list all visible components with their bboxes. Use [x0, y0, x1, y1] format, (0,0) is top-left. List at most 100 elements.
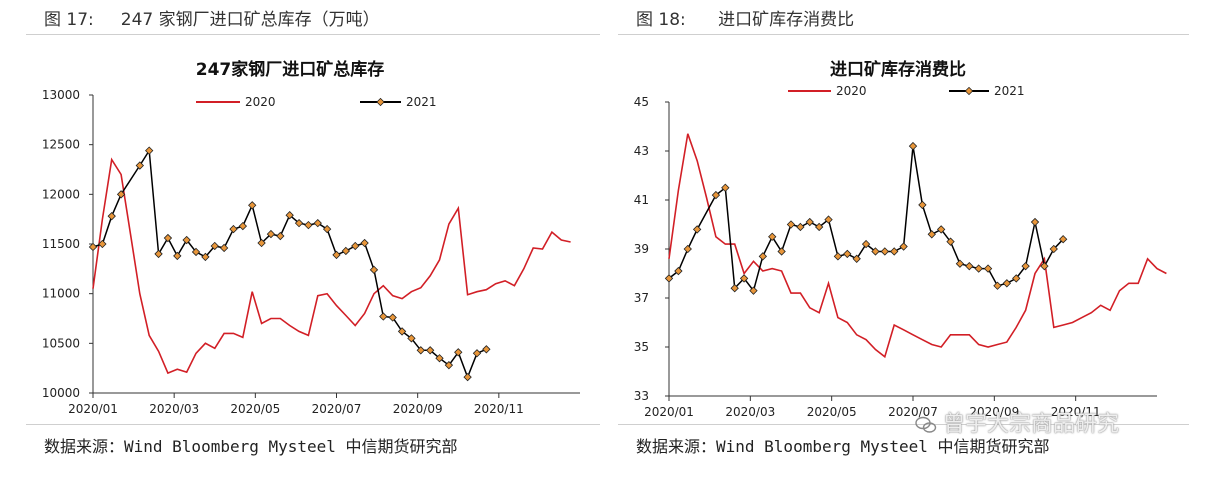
- data-point: [786, 220, 796, 229]
- data-source-note: 数据来源：Wind Bloomberg Mysteel 中信期货研究部: [636, 437, 1050, 456]
- data-point: [711, 190, 721, 200]
- data-point: [833, 252, 843, 261]
- data-point: [936, 225, 946, 234]
- y-tick-label: 39: [634, 242, 649, 256]
- data-point: [322, 224, 332, 234]
- data-point: [1012, 274, 1021, 283]
- figure-17: 图 17: 247 家钢厂进口矿总库存（万吨） 247家钢厂进口矿总库存 100…: [0, 0, 600, 477]
- data-point: [379, 312, 388, 321]
- caption-divider: [618, 34, 1189, 35]
- data-point: [454, 348, 463, 357]
- data-point: [173, 251, 182, 261]
- inventory-consumption-ratio-chart: 33 35 37 39 41 43 45 2020/01 2020/03 2020/05 2020/…: [634, 84, 1167, 419]
- x-tick-label: 2020/11: [474, 402, 524, 416]
- data-point: [965, 261, 974, 271]
- data-point: [1021, 261, 1030, 271]
- data-point: [210, 241, 219, 251]
- figure-caption: 图 17: 247 家钢厂进口矿总库存（万吨）: [44, 10, 380, 30]
- watermark: 曾宇大宗商品研究: [915, 406, 1119, 438]
- data-point: [98, 239, 107, 249]
- data-point: [472, 349, 482, 358]
- data-point: [229, 224, 238, 234]
- data-point: [182, 235, 191, 245]
- y-tick-label: 41: [634, 193, 649, 207]
- y-tick-label: 12000: [42, 187, 80, 201]
- series-line-2021: [92, 148, 487, 380]
- data-point: [201, 252, 210, 262]
- data-point: [1049, 244, 1058, 254]
- legend-label-2021: 2021: [994, 84, 1025, 98]
- legend-label-2020: 2020: [245, 95, 276, 109]
- legend-marker: [376, 97, 385, 107]
- x-tick-label: 2020/01: [644, 405, 694, 419]
- data-point: [749, 286, 758, 295]
- data-point: [154, 249, 163, 259]
- data-point: [880, 247, 890, 256]
- y-tick-label: 37: [634, 291, 649, 305]
- data-point: [871, 247, 880, 256]
- data-point: [313, 218, 322, 228]
- legend-label-2021: 2021: [406, 95, 437, 109]
- x-tick-label: 2020/09: [393, 402, 443, 416]
- data-point: [294, 218, 304, 228]
- series-line-2020: [92, 157, 571, 375]
- data-point: [824, 215, 833, 224]
- y-tick-label: 35: [634, 340, 649, 354]
- data-point: [721, 183, 730, 192]
- inventory-chart: 10000 10500 11000 11500 12000 12500 13000 2020/…: [42, 88, 580, 416]
- y-tick-label: 33: [634, 389, 649, 403]
- y-tick-label: 10000: [42, 386, 80, 400]
- data-point: [683, 244, 692, 254]
- data-point: [369, 265, 379, 274]
- data-point: [1058, 235, 1068, 244]
- data-point: [416, 346, 425, 355]
- data-point: [814, 222, 824, 232]
- x-tick-label: 2020/11: [1051, 405, 1101, 419]
- data-point: [768, 232, 777, 241]
- data-point: [191, 247, 201, 257]
- legend-label-2020: 2020: [836, 84, 867, 98]
- y-tick-label: 43: [634, 144, 649, 158]
- data-point: [435, 354, 444, 363]
- data-point: [946, 237, 955, 246]
- legend-marker: [964, 86, 974, 96]
- figure-18: 图 18: 进口矿库存消费比 进口矿库存消费比 33 35 37 39 41 43 45 20…: [618, 0, 1221, 477]
- data-point: [993, 281, 1002, 290]
- x-tick-label: 2020/01: [68, 402, 118, 416]
- figure-caption: 图 18: 进口矿库存消费比: [636, 10, 855, 30]
- x-tick-label: 2020/09: [969, 405, 1019, 419]
- data-point: [285, 211, 294, 220]
- data-point: [843, 249, 852, 259]
- data-point: [107, 212, 116, 221]
- data-point: [425, 346, 435, 355]
- source-divider: [26, 424, 600, 425]
- chart-title: 247家钢厂进口矿总库存: [195, 60, 385, 80]
- data-point: [257, 238, 266, 248]
- data-point: [777, 247, 786, 256]
- data-point: [304, 220, 313, 230]
- data-point: [1040, 261, 1049, 271]
- data-point: [805, 217, 814, 227]
- data-point: [116, 190, 126, 199]
- chart-title: 进口矿库存消费比: [830, 60, 966, 80]
- wechat-icon: [915, 416, 937, 433]
- y-tick-label: 11000: [42, 287, 80, 301]
- data-source-note: 数据来源：Wind Bloomberg Mysteel 中信期货研究部: [44, 437, 458, 456]
- data-point: [238, 221, 248, 231]
- data-point: [341, 246, 351, 256]
- data-point: [927, 230, 936, 239]
- data-point: [664, 274, 674, 283]
- data-point: [463, 372, 472, 382]
- data-point: [135, 161, 144, 170]
- data-point: [861, 239, 871, 249]
- data-point: [730, 284, 739, 293]
- data-point: [397, 327, 407, 336]
- data-point: [266, 229, 276, 239]
- y-tick-label: 12500: [42, 138, 80, 152]
- x-tick-label: 2020/03: [725, 405, 775, 419]
- x-tick-label: 2020/07: [888, 405, 938, 419]
- caption-divider: [26, 34, 600, 35]
- data-point: [145, 146, 154, 155]
- source-divider: [618, 424, 1189, 425]
- data-point: [351, 241, 360, 251]
